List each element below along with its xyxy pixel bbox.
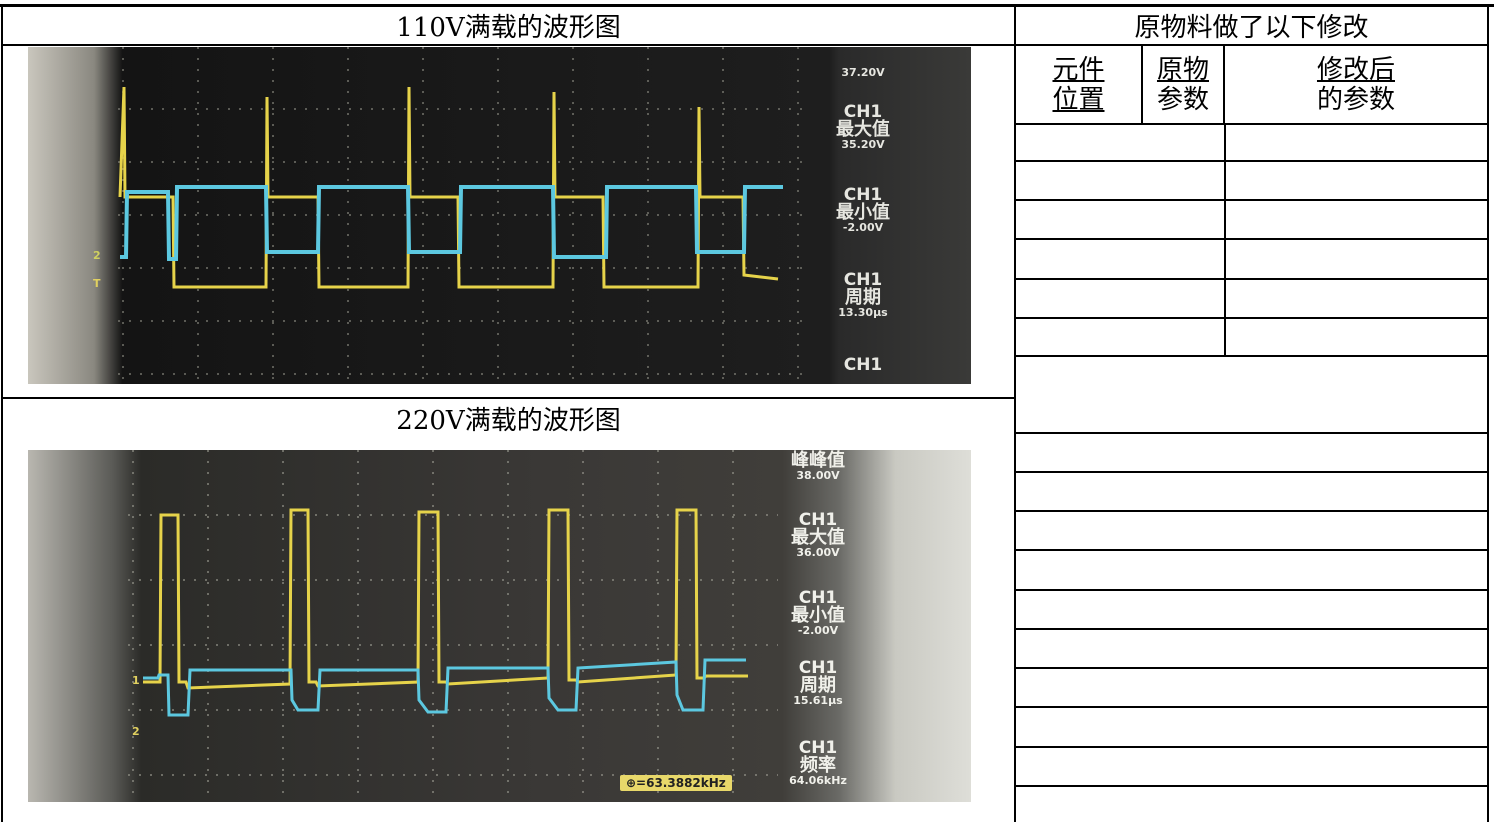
col-header-original: 原物 参数 [1143,55,1223,115]
right-row-line [1014,589,1489,591]
right-row-line [1014,355,1489,357]
right-row-line [1014,432,1489,434]
right-heading-underline [1014,44,1489,46]
right-row-line [1014,667,1489,669]
right-header-row-line [1014,123,1489,125]
right-row-line [1014,746,1489,748]
readout-frequency: CH1 频率 64.06kHz [789,738,847,787]
readout-1: 37.20V [841,66,885,79]
right-row-line [1014,317,1489,319]
modification-heading: 原物料做了以下修改 [1134,13,1369,43]
right-row-line [1014,785,1489,787]
table-top-border [0,4,1494,7]
ch2-marker: 2 [132,725,140,738]
col-header-position: 元件 位置 [1016,55,1141,115]
readout-max: CH1 最大值 35.20V [836,102,890,151]
oscilloscope-photo-110v: 2 T 37.20V CH1 最大值 35.20V CH1 最小值 -2.00V… [28,47,971,384]
right-row-line [1014,160,1489,162]
right-row-line [1014,510,1489,512]
cursor-frequency-badge: ⊕=63.3882kHz [620,775,732,791]
right-row-line [1014,199,1489,201]
col-header-modified-line1: 修改后 [1316,55,1395,85]
readout-period: CH1 周期 13.30μs [838,270,888,319]
right-row-line [1014,278,1489,280]
wave-110v-title: 110V满载的波形图 [396,13,621,43]
table-middle-divider [1014,4,1016,822]
header-col-divider-1 [1141,46,1143,124]
readout-min: CH1 最小值 -2.00V [791,588,845,637]
col-header-position-line1: 元件 [1052,55,1105,85]
readout-period: CH1 周期 15.61μs [793,658,843,707]
readout-5: CH1 [843,355,883,375]
left-title1-underline [1,44,1016,46]
col-header-modified: 修改后 的参数 [1225,55,1487,115]
left-section-divider [1,397,1016,399]
readout-min: CH1 最小值 -2.00V [836,185,890,234]
right-row-line [1014,471,1489,473]
table-right-border [1487,4,1489,822]
col-header-original-line2: 参数 [1156,85,1209,115]
right-row-line [1014,238,1489,240]
col-header-modified-line2: 的参数 [1316,85,1395,115]
ch1-marker: 1 [132,674,140,687]
header-col-divider-2 [1223,46,1225,124]
col-header-original-line1: 原物 [1156,55,1209,85]
col-header-position-line2: 位置 [1052,85,1105,115]
scope-220v-screen: 1 2 [28,450,971,802]
right-row-line [1014,706,1489,708]
oscilloscope-photo-220v: 1 2 峰峰值 38.00V CH1 最大值 36.00V CH1 最小值 -2… [28,450,971,802]
readout-max: CH1 最大值 36.00V [791,510,845,559]
ch1-marker: T [93,277,101,290]
right-row-line [1014,628,1489,630]
readout-peak-peak: 峰峰值 38.00V [791,450,845,482]
scope-110v-screen: 2 T [28,47,971,384]
wave-220v-title: 220V满载的波形图 [396,406,621,436]
table-left-border [1,4,3,822]
right-row-line [1014,549,1489,551]
body-col-divider [1224,124,1226,356]
ch2-marker: 2 [93,249,101,262]
